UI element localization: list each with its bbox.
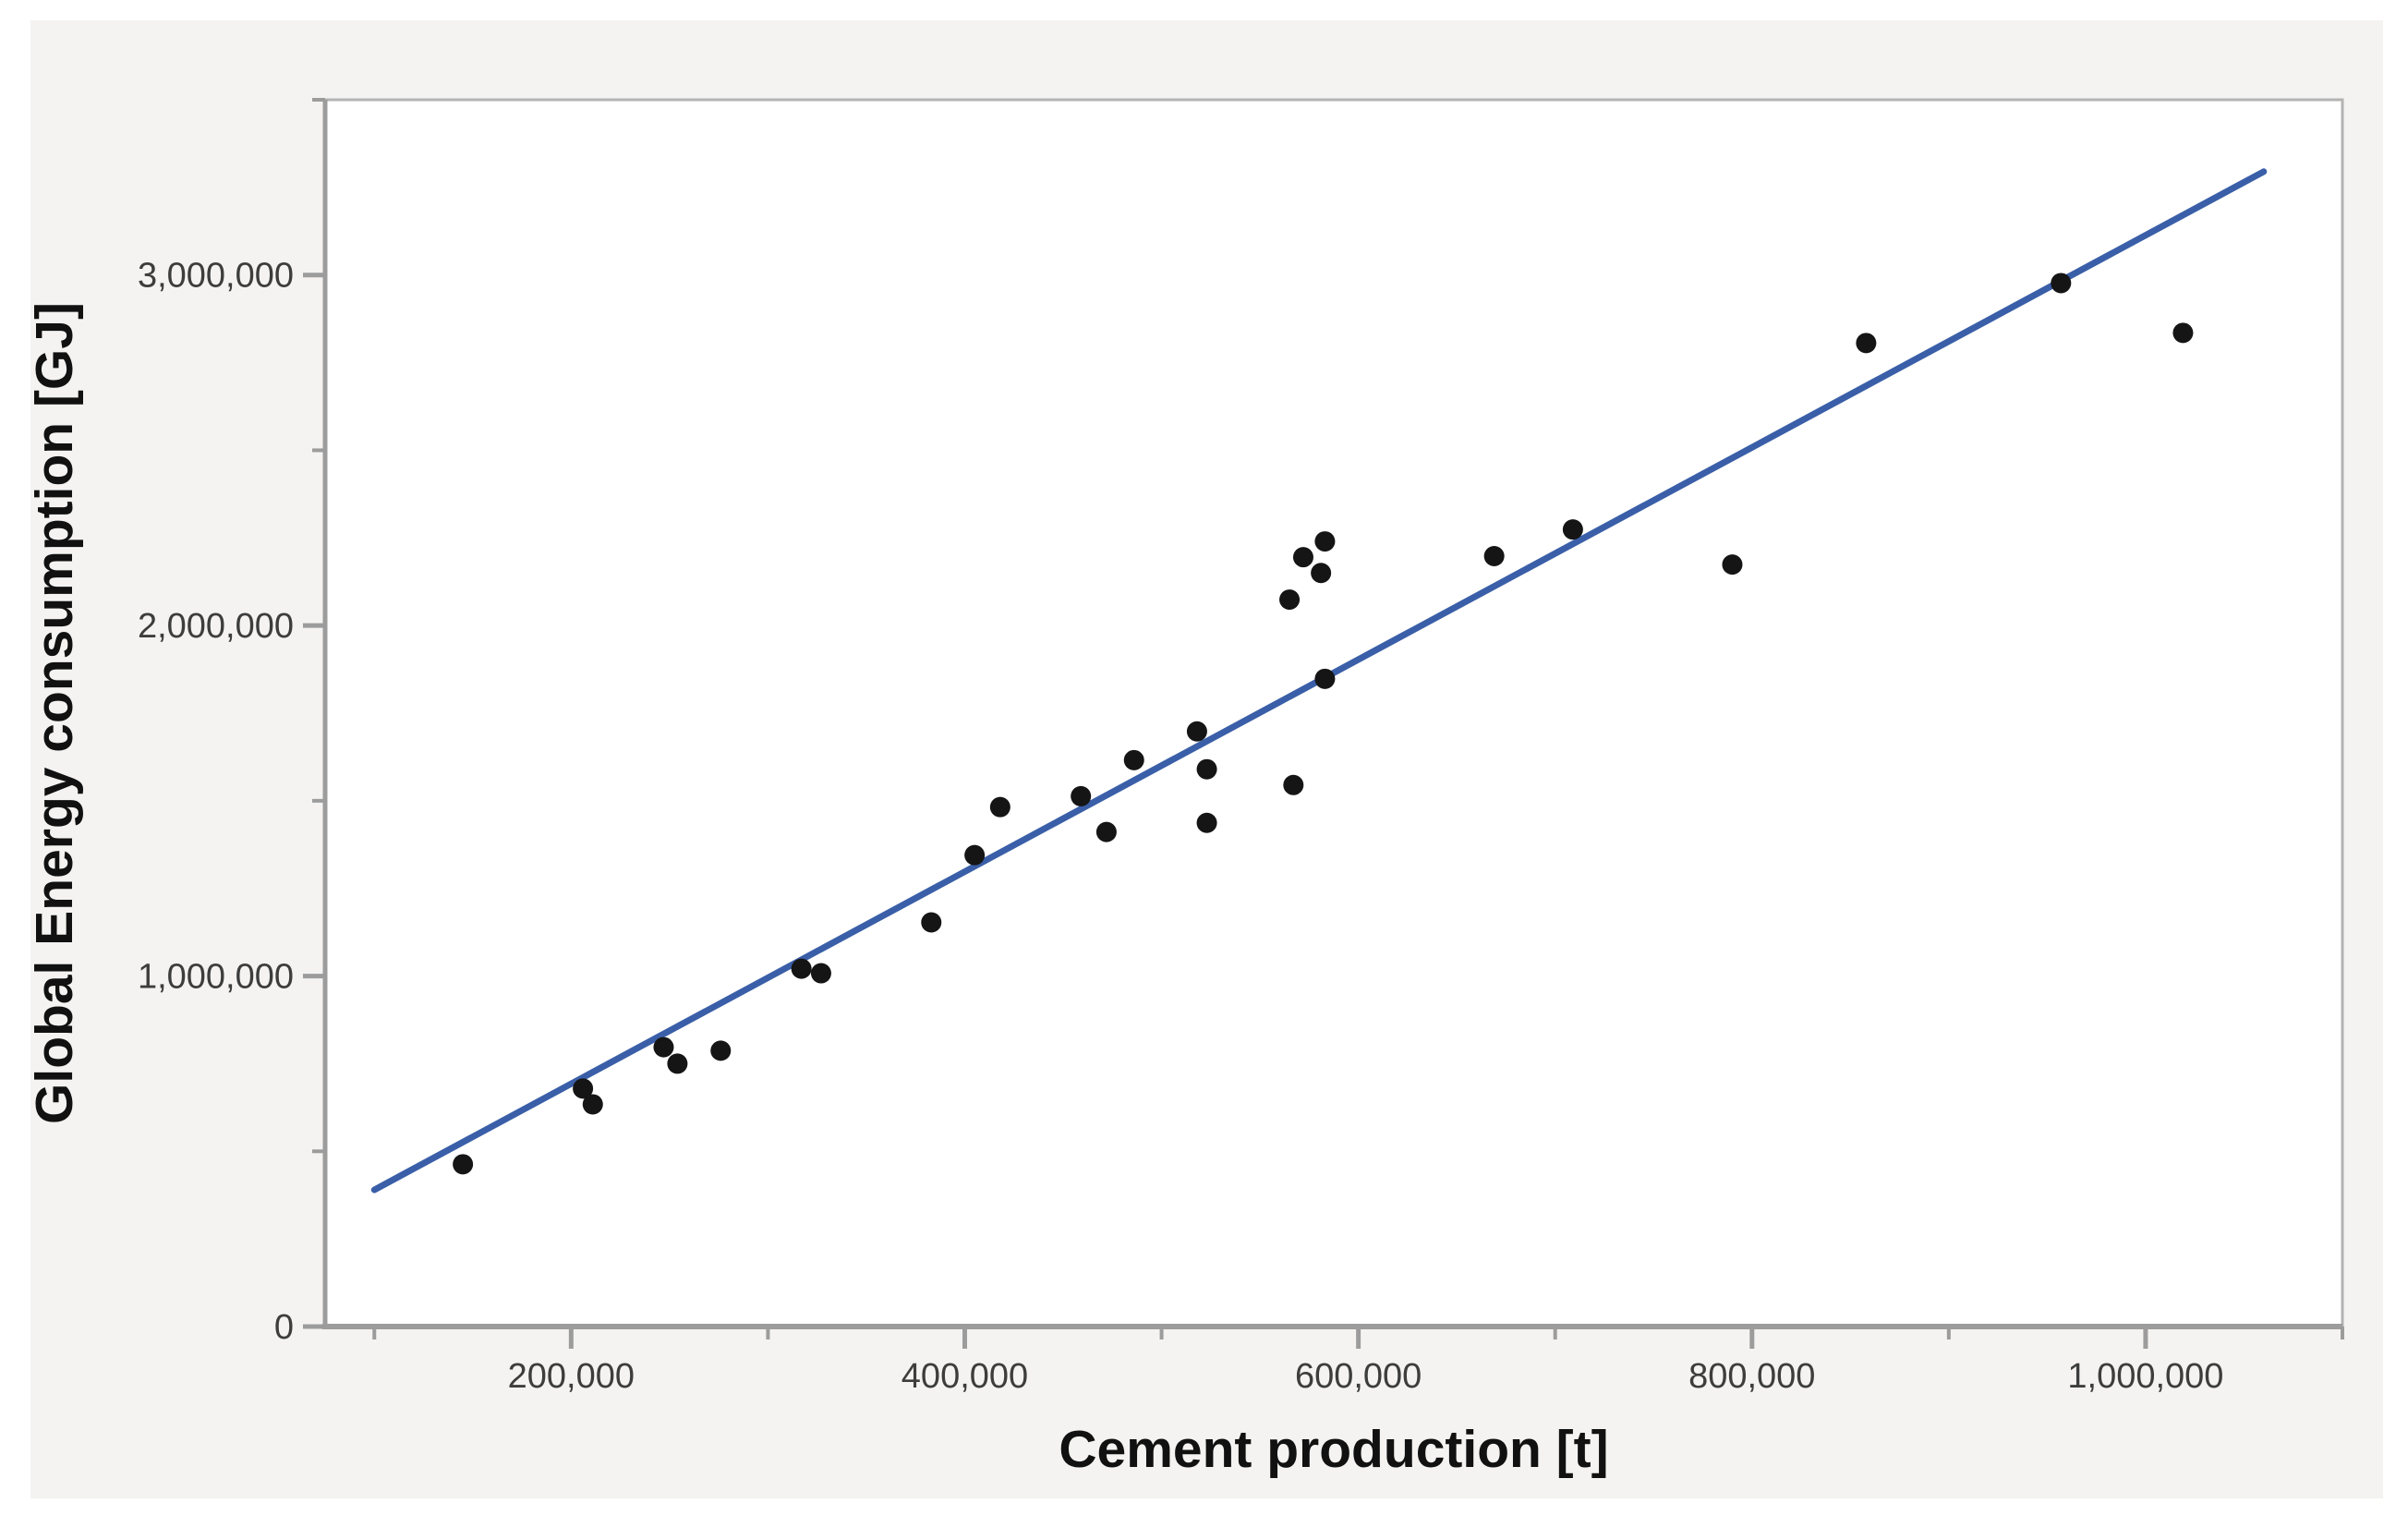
data-point (582, 1094, 603, 1115)
data-point (1292, 547, 1313, 568)
data-point (710, 1040, 732, 1061)
data-point (1483, 546, 1505, 567)
x-tick-label: 400,000 (901, 1357, 1028, 1396)
data-point (453, 1154, 474, 1175)
x-axis-title: Cement production [t] (1059, 1420, 1608, 1479)
data-point (1856, 333, 1877, 354)
data-point (667, 1053, 688, 1074)
data-point (2172, 322, 2194, 344)
data-point (810, 963, 831, 984)
data-point (1095, 821, 1117, 842)
data-point (964, 844, 986, 866)
data-point (1071, 785, 1092, 806)
data-point (1314, 531, 1336, 552)
y-tick-label: 1,000,000 (138, 958, 294, 997)
data-point (1279, 589, 1301, 611)
x-tick-label: 600,000 (1295, 1357, 1422, 1396)
data-point (921, 912, 942, 933)
y-tick-label: 3,000,000 (138, 257, 294, 296)
data-point (791, 958, 812, 979)
y-tick-label: 0 (274, 1308, 294, 1347)
y-tick-label: 2,000,000 (138, 607, 294, 646)
data-point (1562, 519, 1583, 540)
y-axis-title: Global Energy consumption [GJ] (25, 302, 84, 1124)
x-tick-label: 200,000 (508, 1357, 635, 1396)
plot-area (323, 98, 2344, 1328)
data-point (1314, 668, 1336, 689)
data-point (1196, 812, 1217, 833)
x-tick-label: 1,000,000 (2067, 1357, 2223, 1396)
data-point (1722, 554, 1743, 576)
data-point (989, 796, 1010, 818)
data-point (2051, 273, 2072, 294)
data-points-group (453, 273, 2194, 1175)
data-point (1186, 721, 1207, 742)
data-point (573, 1078, 594, 1099)
x-tick-label: 800,000 (1688, 1357, 1815, 1396)
data-point (653, 1036, 674, 1058)
data-point (1311, 563, 1332, 584)
data-point (1283, 774, 1304, 795)
data-point (1196, 758, 1217, 780)
axis-tick-labels: 200,000 400,000 600,000 800,000 1,000,000 0 1,… (138, 257, 2224, 1396)
data-point (1123, 749, 1144, 770)
